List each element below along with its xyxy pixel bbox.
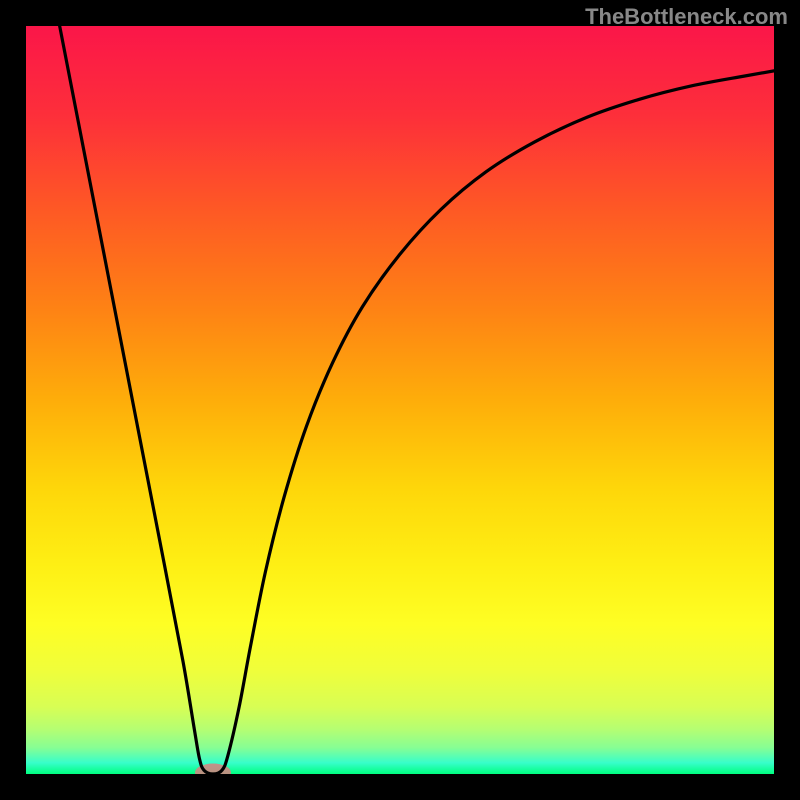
bottleneck-chart xyxy=(0,0,800,800)
gradient-background xyxy=(26,26,774,774)
chart-container: { "watermark": { "text": "TheBottleneck.… xyxy=(0,0,800,800)
watermark-text: TheBottleneck.com xyxy=(585,4,788,30)
